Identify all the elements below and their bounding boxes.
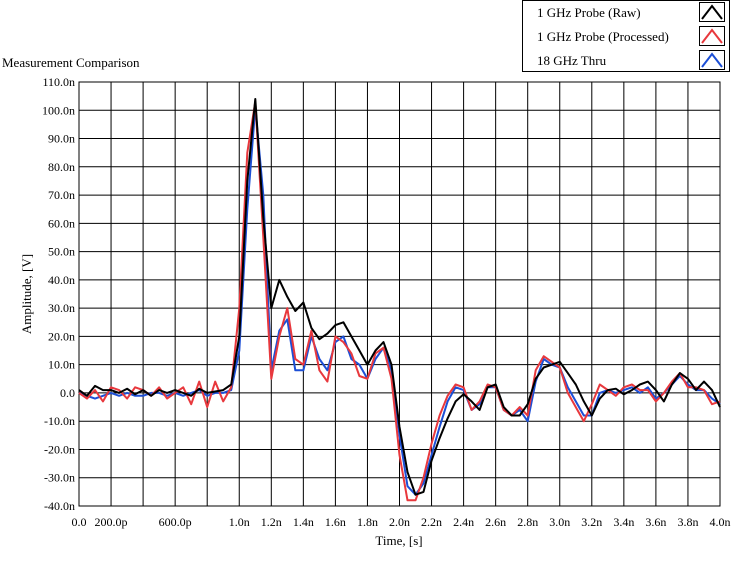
y-tick-label-6: 50.0n [48, 245, 75, 259]
y-tick-label-5: 60.0n [48, 216, 75, 230]
x-tick-label-11: 2.6n [485, 515, 506, 529]
x-tick-label-7: 1.8n [357, 515, 378, 529]
y-tick-label-4: 70.0n [48, 188, 75, 202]
legend-swatch-raw-icon [699, 2, 725, 22]
y-axis-label: Amplitude, [V] [19, 254, 34, 334]
x-tick-label-0: 0.0 [72, 515, 87, 529]
x-tick-label-4: 1.2n [261, 515, 282, 529]
legend-item-processed[interactable]: 1 GHz Probe (Processed) [523, 25, 729, 49]
x-tick-label-17: 3.8n [677, 515, 698, 529]
x-tick-label-5: 1.4n [293, 515, 314, 529]
x-tick-label-3: 1.0n [229, 515, 250, 529]
y-tick-label-8: 30.0n [48, 301, 75, 315]
y-tick-label-15: -40.0n [44, 499, 75, 513]
x-tick-label-10: 2.4n [453, 515, 474, 529]
x-tick-label-9: 2.2n [421, 515, 442, 529]
series-layer [78, 98, 721, 502]
x-tick-label-15: 3.4n [613, 515, 634, 529]
y-tick-label-7: 40.0n [48, 273, 75, 287]
x-tick-label-14: 3.2n [581, 515, 602, 529]
y-tick-label-1: 100.0n [42, 103, 75, 117]
legend-label-raw: 1 GHz Probe (Raw) [537, 5, 641, 20]
legend-item-thru[interactable]: 18 GHz Thru [523, 49, 729, 73]
y-tick-label-13: -20.0n [44, 442, 75, 456]
x-tick-label-18: 4.0n [710, 515, 731, 529]
legend-item-raw[interactable]: 1 GHz Probe (Raw) [523, 1, 729, 25]
legend-swatch-processed-icon [699, 26, 725, 46]
x-tick-labels: 0.0 200.0p 600.0p 1.0n 1.2n 1.4n 1.6n 1.8n 2.0n 2… [72, 515, 731, 529]
x-gridlines [78, 82, 721, 506]
y-tick-labels: 110.0n 100.0n 90.0n 80.0n 70.0n 60.0n 50.0n 40.… [42, 75, 75, 513]
y-tick-label-14: -30.0n [44, 471, 75, 485]
x-tick-label-12: 2.8n [517, 515, 538, 529]
y-tick-label-0: 110.0n [42, 75, 75, 89]
x-tick-label-13: 3.0n [549, 515, 570, 529]
chart-title: Measurement Comparison [2, 55, 140, 70]
x-tick-label-2: 600.0p [159, 515, 192, 529]
x-tick-label-1: 200.0p [95, 515, 128, 529]
y-tick-label-9: 20.0n [48, 329, 75, 343]
y-tick-label-11: 0.0 [60, 386, 75, 400]
legend-label-thru: 18 GHz Thru [537, 53, 607, 68]
x-axis-label: Time, [s] [375, 533, 422, 548]
legend-swatch-thru-icon [699, 50, 725, 70]
legend-label-processed: 1 GHz Probe (Processed) [537, 29, 669, 44]
x-tick-label-16: 3.6n [645, 515, 666, 529]
y-tick-label-3: 80.0n [48, 160, 75, 174]
y-tick-label-2: 90.0n [48, 132, 75, 146]
x-tick-label-6: 1.6n [325, 515, 346, 529]
x-tick-label-8: 2.0n [389, 515, 410, 529]
legend[interactable]: 1 GHz Probe (Raw) 1 GHz Probe (Processed… [522, 0, 730, 72]
series-line-0 [78, 98, 721, 496]
y-tick-label-12: -10.0n [44, 414, 75, 428]
y-tick-label-10: 10.0n [48, 358, 75, 372]
